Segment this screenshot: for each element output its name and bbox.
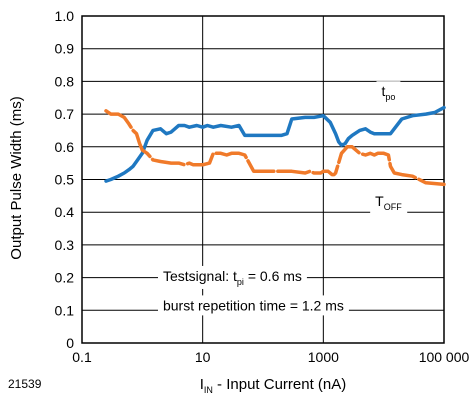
series-layer xyxy=(104,105,446,187)
y-tick-label: 0.1 xyxy=(55,302,75,318)
y-tick-label: 0.4 xyxy=(55,204,75,220)
annotation-1-bg xyxy=(157,295,349,316)
x-axis-title-main: I xyxy=(200,376,204,393)
y-tick-label: 0.3 xyxy=(55,237,75,253)
series-label-tpo-bg xyxy=(376,81,401,105)
series-label-toff-bg xyxy=(370,190,408,214)
y-tick-label: 0.2 xyxy=(55,270,75,286)
x-axis-title-rest: - Input Current (nA) xyxy=(213,376,346,393)
plot-frame xyxy=(81,15,445,344)
series-line-tpo xyxy=(104,105,446,183)
annotation-1: burst repetition time = 1.2 ms xyxy=(157,295,349,316)
series-label-tpo: tpo xyxy=(376,81,401,105)
y-tick-labels: 0 0.1 0.2 0.3 0.4 0.5 0.6 0.7 0.8 0.9 1.0 xyxy=(55,8,75,351)
x-tick-labels: 0.1 10 1000 100 000 xyxy=(72,349,469,365)
series-label-toff: TOFF xyxy=(370,190,408,214)
annotation-0-bg xyxy=(157,265,307,289)
y-tick-label: 0.7 xyxy=(55,106,75,122)
annotation-0-main: Testsignal: t xyxy=(163,268,237,284)
y-tick-label: 0.8 xyxy=(55,73,75,89)
x-axis-title: IIN - Input Current (nA) xyxy=(200,376,347,395)
annotation-1-main: burst repetition time = 1.2 ms xyxy=(163,297,344,313)
series-label-toff-sub: OFF xyxy=(384,202,402,212)
series-label-tpo-text: tpo xyxy=(381,83,395,102)
annotation-1-text: burst repetition time = 1.2 ms xyxy=(163,297,344,313)
series-label-toff-main: T xyxy=(375,193,384,209)
x-tick-label: 0.1 xyxy=(72,349,92,365)
y-tick-label: 1.0 xyxy=(55,8,75,24)
y-tick-label: 0.5 xyxy=(55,172,75,188)
y-tick-label: 0.9 xyxy=(55,41,75,57)
annotation-0-sub: pi xyxy=(237,277,244,287)
x-tick-label: 1000 xyxy=(308,349,339,365)
annotation-0-rest: = 0.6 ms xyxy=(244,268,302,284)
series-label-tpo-sub: po xyxy=(385,92,395,102)
y-tick-label: 0 xyxy=(66,335,74,351)
y-tick-label: 0.6 xyxy=(55,139,75,155)
y-axis-title: Output Pulse Width (ms) xyxy=(8,96,25,259)
series-label-tpo-main: t xyxy=(381,83,385,99)
label-layer: tpo TOFF Testsignal: tpi = 0.6 ms burst rep… xyxy=(157,81,408,316)
series-line-toff xyxy=(104,109,446,187)
x-axis-title-sub: IN xyxy=(204,385,213,395)
x-tick-label: 100 000 xyxy=(419,349,470,365)
annotation-0-text: Testsignal: tpi = 0.6 ms xyxy=(163,268,302,287)
series-label-toff-text: TOFF xyxy=(375,193,402,212)
figure-id: 21539 xyxy=(8,377,42,391)
annotation-0: Testsignal: tpi = 0.6 ms xyxy=(157,265,307,289)
grid xyxy=(81,15,445,344)
x-tick-label: 10 xyxy=(195,349,211,365)
